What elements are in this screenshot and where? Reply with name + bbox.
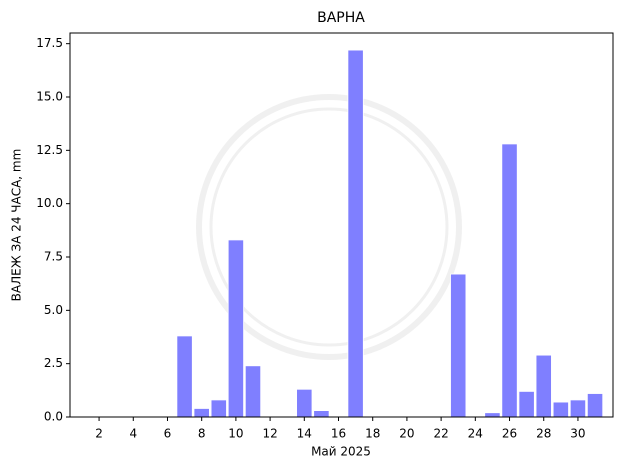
x-tick-label: 28 bbox=[536, 427, 551, 441]
y-tick-label: 7.5 bbox=[44, 250, 63, 264]
y-tick-label: 10.0 bbox=[36, 196, 63, 210]
y-tick-label: 2.5 bbox=[44, 356, 63, 370]
x-tick-label: 30 bbox=[570, 427, 585, 441]
bar bbox=[535, 354, 552, 418]
x-tick-label: 10 bbox=[228, 427, 243, 441]
x-tick-label: 24 bbox=[468, 427, 483, 441]
y-tick-label: 5.0 bbox=[44, 303, 63, 317]
bar bbox=[552, 401, 569, 418]
bar bbox=[569, 399, 587, 418]
x-tick-label: 14 bbox=[297, 427, 312, 441]
bar bbox=[484, 412, 501, 418]
bar bbox=[244, 365, 262, 418]
x-axis-label: Май 2025 bbox=[311, 445, 371, 459]
bar bbox=[586, 393, 604, 418]
bar bbox=[518, 390, 535, 418]
bar bbox=[227, 239, 244, 418]
plot-frame bbox=[69, 32, 614, 418]
x-tick-label: 4 bbox=[129, 427, 137, 441]
x-tick-label: 20 bbox=[399, 427, 414, 441]
bar bbox=[313, 410, 330, 418]
y-tick-label: 12.5 bbox=[36, 143, 63, 157]
y-tick-label: 15.0 bbox=[36, 90, 63, 104]
y-tick-label: 0.0 bbox=[44, 410, 63, 424]
bar bbox=[176, 335, 193, 418]
bar bbox=[347, 49, 364, 418]
watermark bbox=[196, 94, 462, 360]
bar bbox=[296, 388, 313, 418]
x-tick-label: 12 bbox=[262, 427, 277, 441]
x-tick-label: 18 bbox=[365, 427, 380, 441]
x-tick-label: 6 bbox=[164, 427, 172, 441]
bar bbox=[193, 408, 210, 418]
bar bbox=[210, 399, 227, 418]
x-tick-label: 22 bbox=[433, 427, 448, 441]
bar bbox=[501, 143, 518, 418]
bar bbox=[450, 273, 467, 418]
x-tick-label: 2 bbox=[95, 427, 103, 441]
x-tick-label: 8 bbox=[198, 427, 206, 441]
chart-title: ВАРНА bbox=[317, 10, 365, 26]
y-tick-label: 17.5 bbox=[36, 36, 63, 50]
x-tick-label: 26 bbox=[502, 427, 517, 441]
x-tick-label: 16 bbox=[331, 427, 346, 441]
y-axis-label: ВАЛЕЖ ЗА 24 ЧАСА, mm bbox=[10, 149, 24, 302]
